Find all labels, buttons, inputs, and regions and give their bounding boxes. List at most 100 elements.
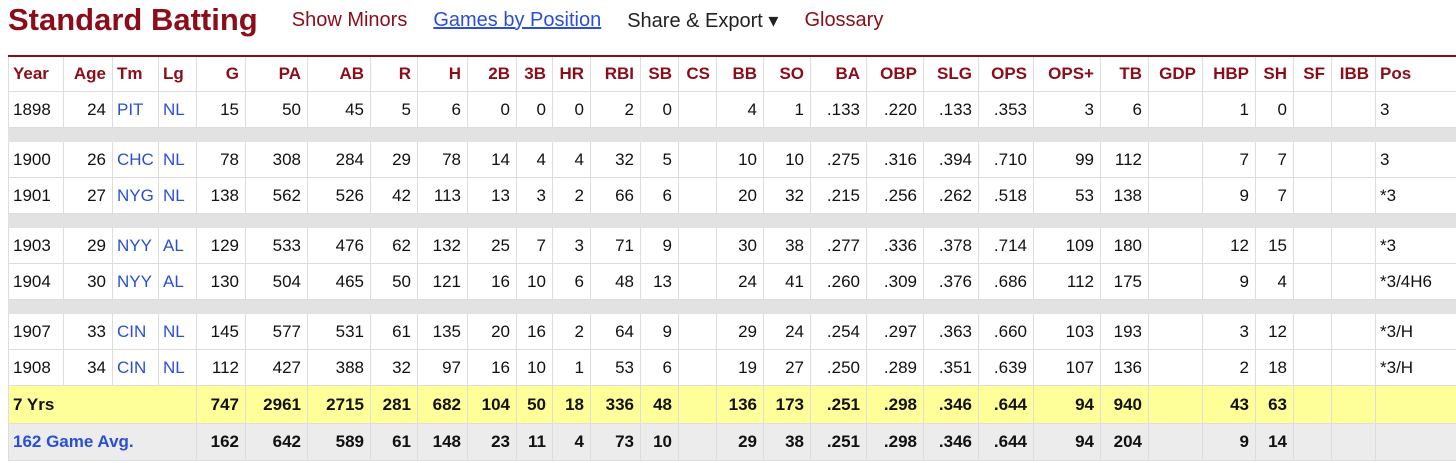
cell [1148,263,1203,300]
cell: NL [158,313,197,350]
column-header: Pos [1375,55,1456,92]
cell: 145 [196,313,246,350]
cell: .710 [978,141,1034,178]
cell: 204 [1100,423,1149,461]
cell: 33 [63,313,113,350]
cell [1293,313,1332,350]
cell [1375,423,1456,461]
cell: 9 [640,313,679,350]
cell: 3 [1202,313,1256,350]
summary-link[interactable]: 162 Game Avg. [13,432,134,451]
cell: .346 [923,423,979,461]
cell [678,263,717,300]
cell [678,385,717,424]
cell: 18 [1255,349,1294,386]
cell: .251 [810,385,867,424]
season-row: 1907 33 CIN NL 145 577 531 61 135 20 16 2 64 9 29 24.25… [8,313,1456,350]
cell: .250 [810,349,867,386]
cell: 43 [1202,385,1256,424]
cell: 1900 [8,141,64,178]
cell: 562 [245,177,308,214]
league-link[interactable]: AL [163,235,184,255]
cell: 130 [196,263,246,300]
cell: .363 [923,313,979,350]
cell: 0 [1255,91,1294,128]
league-link[interactable]: NL [163,149,185,169]
cell: CIN [112,349,159,386]
team-link[interactable]: PIT [117,99,144,119]
league-link[interactable]: AL [163,271,184,291]
cell: NL [158,91,197,128]
column-header: GDP [1148,55,1203,92]
cell [1293,141,1332,178]
cell [1148,177,1203,214]
cell [1148,385,1203,424]
cell: 50 [516,385,553,424]
team-link[interactable]: NYY [117,271,152,291]
cell: 48 [590,263,641,300]
column-header: TB [1100,55,1149,92]
cell [678,177,717,214]
cell: .215 [810,177,867,214]
menu-link[interactable]: Glossary [804,8,884,31]
column-header: BA [810,55,867,92]
menu-link[interactable]: Games by Position [433,8,602,31]
cell [1331,141,1376,178]
cell: *3/H [1375,349,1456,386]
spacer-row [8,127,1456,142]
cell: PIT [112,91,159,128]
cell: 6 [417,91,468,128]
cell: 18 [552,385,591,424]
cell [678,141,717,178]
cell: 162 [196,423,246,461]
cell: 41 [763,263,811,300]
cell: 308 [245,141,308,178]
column-header: OPS+ [1033,55,1101,92]
cell: 27 [763,349,811,386]
team-link[interactable]: NYY [117,235,152,255]
column-header: RBI [590,55,641,92]
cell: 3 [1033,91,1101,128]
cell: 0 [467,91,517,128]
column-header: OPS [978,55,1034,92]
cell: 16 [467,263,517,300]
league-link[interactable]: NL [163,99,185,119]
cell: .378 [923,227,979,264]
column-header: SB [640,55,679,92]
cell: 193 [1100,313,1149,350]
cell [1293,227,1332,264]
cell: 9 [1202,263,1256,300]
cell: .309 [866,263,924,300]
team-link[interactable]: CHC [117,149,154,169]
team-link[interactable]: CIN [117,321,147,341]
cell: 78 [196,141,246,178]
cell [678,313,717,350]
cell: 29 [716,423,764,461]
cell: 61 [370,423,418,461]
cell: 24 [763,313,811,350]
cell: 476 [307,227,371,264]
menu-link[interactable]: Show Minors [291,8,408,31]
cell: 1901 [8,177,64,214]
league-link[interactable]: NL [163,185,185,205]
league-link[interactable]: NL [163,357,185,377]
cell: 30 [716,227,764,264]
cell: 1904 [8,263,64,300]
league-link[interactable]: NL [163,321,185,341]
cell [1148,349,1203,386]
menu-link[interactable]: Share & Export ▾ [627,9,779,32]
cell: 135 [417,313,468,350]
cell: 526 [307,177,371,214]
cell: 113 [417,177,468,214]
team-link[interactable]: CIN [117,357,147,377]
spacer-row [8,213,1456,228]
cell: 34 [63,349,113,386]
cell: 15 [1255,227,1294,264]
summary-label: 7 Yrs [8,385,197,424]
cell [1331,177,1376,214]
cell: .275 [810,141,867,178]
team-link[interactable]: NYG [117,185,154,205]
cell: 336 [590,385,641,424]
cell: .289 [866,349,924,386]
